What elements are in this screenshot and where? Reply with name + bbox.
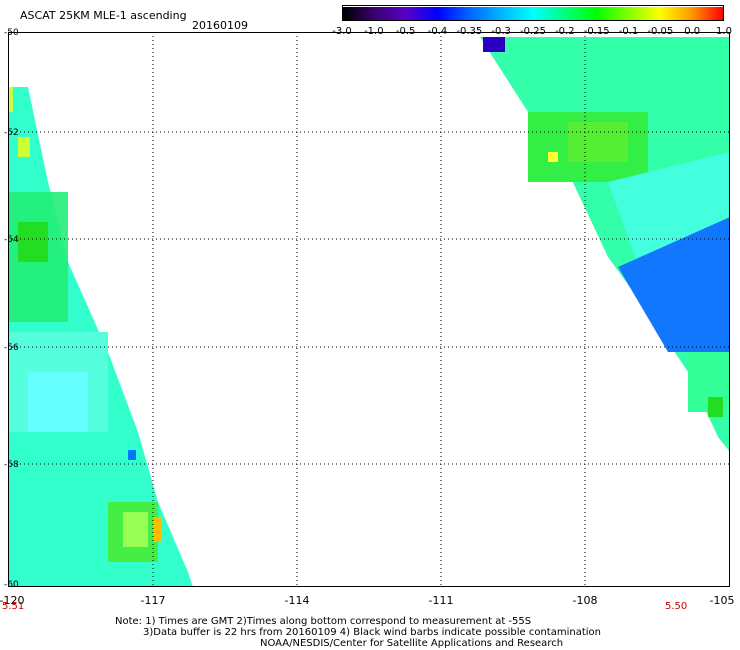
lat-label-52: -52 (4, 128, 19, 138)
graticule (8, 32, 730, 587)
note-line-2: 3)Data buffer is 22 hrs from 20160109 4)… (143, 627, 601, 638)
lon-label-108: -108 (572, 594, 598, 607)
colorbar-tick-label: -3.0 (332, 26, 352, 37)
colorbar-tick-label: 0.0 (684, 26, 701, 37)
colorbar (342, 5, 724, 21)
colorbar-tick-label: -0.25 (520, 26, 546, 37)
lon-label-105: -105 (709, 594, 735, 607)
colorbar-tick-label: -0.1 (618, 26, 639, 37)
colorbar-tick-label: -0.35 (456, 26, 483, 37)
colorbar-labels: -3.0 -1.0 -0.5 -0.4 -0.35 -0.3 -0.25 -0.2 -0.15-… (330, 26, 740, 38)
footnotes: Note: 1) Times are GMT 2)Times along bot… (115, 616, 601, 649)
colorbar-tick-label: -0.4 (427, 26, 448, 37)
map-area (8, 32, 730, 587)
lat-label-58: -58 (4, 460, 19, 470)
swath-time-right: 5.50 (665, 601, 688, 612)
swath-right (480, 37, 730, 452)
colorbar-fill (343, 7, 723, 20)
swath-time-left: 5.51 (2, 601, 25, 612)
lat-label-54: -54 (4, 235, 19, 245)
colorbar-tick-label: -0.05 (647, 26, 674, 37)
colorbar-tick-label: -1.0 (364, 26, 384, 37)
product-date: 20160109 (192, 19, 248, 32)
swath-left (8, 87, 193, 587)
colorbar-tick-label: 1.0 (716, 26, 732, 37)
note-line-1: Note: 1) Times are GMT 2)Times along bot… (115, 616, 532, 627)
colorbar-tick-label: -0.3 (491, 26, 511, 37)
note-line-3: NOAA/NESDIS/Center for Satellite Applica… (260, 638, 564, 649)
colorbar-gradient (343, 7, 723, 20)
product-title: ASCAT 25KM MLE-1 ascending (20, 9, 187, 22)
lon-label-117: -117 (140, 594, 166, 607)
lon-label-111: -111 (428, 594, 454, 607)
lat-label-60: -60 (4, 580, 19, 590)
lon-label-114: -114 (284, 594, 310, 607)
map-frame (8, 32, 730, 587)
lat-label-56: -56 (4, 343, 19, 353)
colorbar-tick-label: -0.2 (555, 26, 575, 37)
colorbar-tick-label: -0.15 (583, 26, 610, 37)
lat-label-50: -50 (4, 28, 19, 38)
colorbar-tick-label: -0.5 (395, 26, 416, 37)
lon-label-120: -120 (0, 594, 25, 607)
